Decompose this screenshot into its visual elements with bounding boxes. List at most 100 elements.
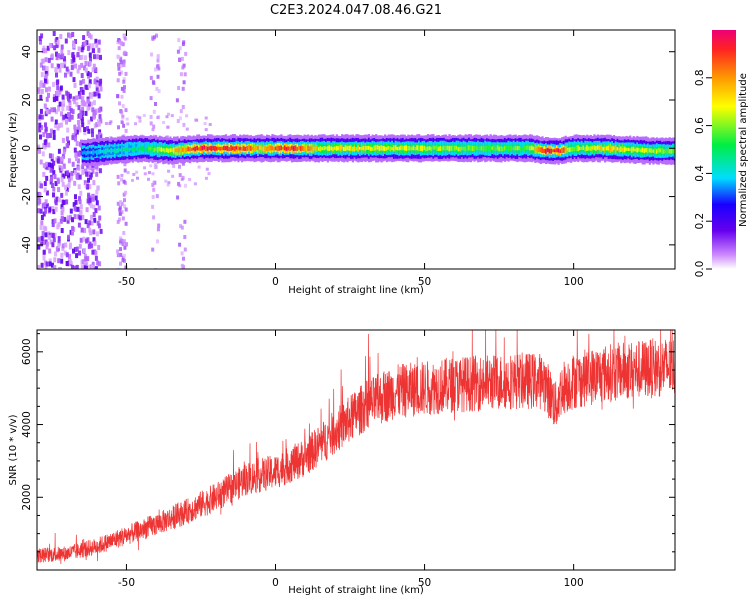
noise-cell [37, 237, 41, 243]
noise-cell [57, 243, 61, 249]
noise-cell [60, 258, 64, 264]
noise-cell [40, 114, 44, 120]
noise-cell [154, 67, 157, 72]
noise-cell [69, 71, 73, 77]
band-cell [203, 145, 206, 150]
noise-cell [177, 181, 181, 186]
noise-cell [76, 52, 80, 57]
noise-cell [92, 229, 96, 235]
noise-cell [57, 123, 61, 128]
band-cell [643, 148, 646, 154]
noise-cell [39, 39, 42, 45]
noise-cell [44, 199, 48, 205]
noise-cell [151, 247, 155, 252]
noise-cell [49, 167, 53, 173]
noise-cell [44, 73, 48, 79]
band-cell [575, 145, 578, 152]
noise-cell [77, 120, 80, 125]
noise-cell [75, 156, 78, 162]
noise-cell [84, 84, 88, 90]
band-cell [384, 146, 387, 152]
noise-cell [67, 177, 71, 183]
colorbar-tick-label: 0.6 [694, 117, 706, 134]
noise-cell [72, 202, 76, 208]
noise-cell [119, 200, 123, 205]
band-cell [308, 146, 312, 152]
band-cell [149, 146, 152, 151]
band-cell [600, 145, 603, 151]
band-cell [228, 147, 231, 152]
band-cell [212, 145, 215, 151]
band-cell [394, 145, 397, 150]
band-cell [487, 146, 490, 151]
band-cell [407, 146, 410, 151]
noise-cell [54, 95, 58, 101]
noise-cell [170, 114, 174, 118]
noise-cell [41, 230, 45, 236]
noise-cell [42, 143, 46, 148]
noise-cell [156, 239, 159, 244]
band-cell [88, 151, 92, 154]
noise-cell [75, 129, 79, 135]
noise-cell [46, 45, 50, 51]
band-cell [400, 145, 403, 151]
noise-cell [117, 125, 120, 130]
noise-cell [71, 230, 74, 236]
noise-cell [92, 212, 96, 217]
chart-title: C2E3.2024.047.08.46.G21 [270, 3, 442, 18]
band-cell [489, 145, 492, 152]
noise-cell [121, 114, 125, 118]
noise-cell [182, 256, 185, 261]
noise-cell [40, 220, 44, 226]
noise-cell [182, 40, 186, 45]
noise-cell [66, 127, 70, 133]
band-cell [208, 146, 211, 151]
band-cell [596, 145, 600, 150]
noise-cell [154, 102, 157, 106]
colorbar-label: Normalized spectral amplitude [738, 73, 749, 227]
noise-cell [62, 101, 65, 107]
band-cell [348, 145, 351, 151]
noise-cell [179, 224, 182, 229]
noise-cell [88, 165, 92, 170]
noise-cell [183, 183, 187, 188]
y-tick-label: -20 [21, 188, 33, 205]
band-cell [469, 145, 473, 151]
band-cell [92, 149, 95, 156]
noise-cell [90, 264, 94, 269]
noise-cell [81, 89, 85, 95]
band-cell [364, 145, 367, 151]
band-cell [661, 148, 664, 154]
band-cell [142, 145, 145, 152]
noise-cell [68, 93, 72, 99]
noise-cell [92, 180, 96, 186]
band-cell [376, 145, 380, 150]
noise-cell [45, 244, 49, 250]
noise-cell [119, 247, 122, 252]
noise-cell [87, 101, 91, 107]
band-cell [264, 145, 267, 152]
noise-cell [79, 204, 83, 210]
band-cell [455, 145, 458, 150]
band-cell [174, 148, 177, 153]
band-cell [332, 146, 335, 152]
band-cell [523, 145, 526, 151]
band-cell [509, 145, 512, 151]
noise-cell [50, 107, 54, 113]
band-cell [328, 145, 331, 151]
band-cell [494, 146, 498, 152]
noise-cell [65, 187, 69, 192]
band-cell [532, 146, 535, 151]
noise-cell [77, 46, 81, 52]
noise-cell [80, 87, 84, 93]
band-cell [273, 146, 276, 151]
band-cell [101, 149, 104, 153]
noise-cell [94, 195, 98, 201]
band-cell [672, 148, 675, 154]
noise-cell [86, 163, 90, 169]
noise-cell [53, 218, 57, 224]
band-cell [589, 146, 592, 151]
noise-cell [90, 214, 93, 220]
band-cell [305, 145, 308, 151]
noise-cell [81, 122, 85, 128]
